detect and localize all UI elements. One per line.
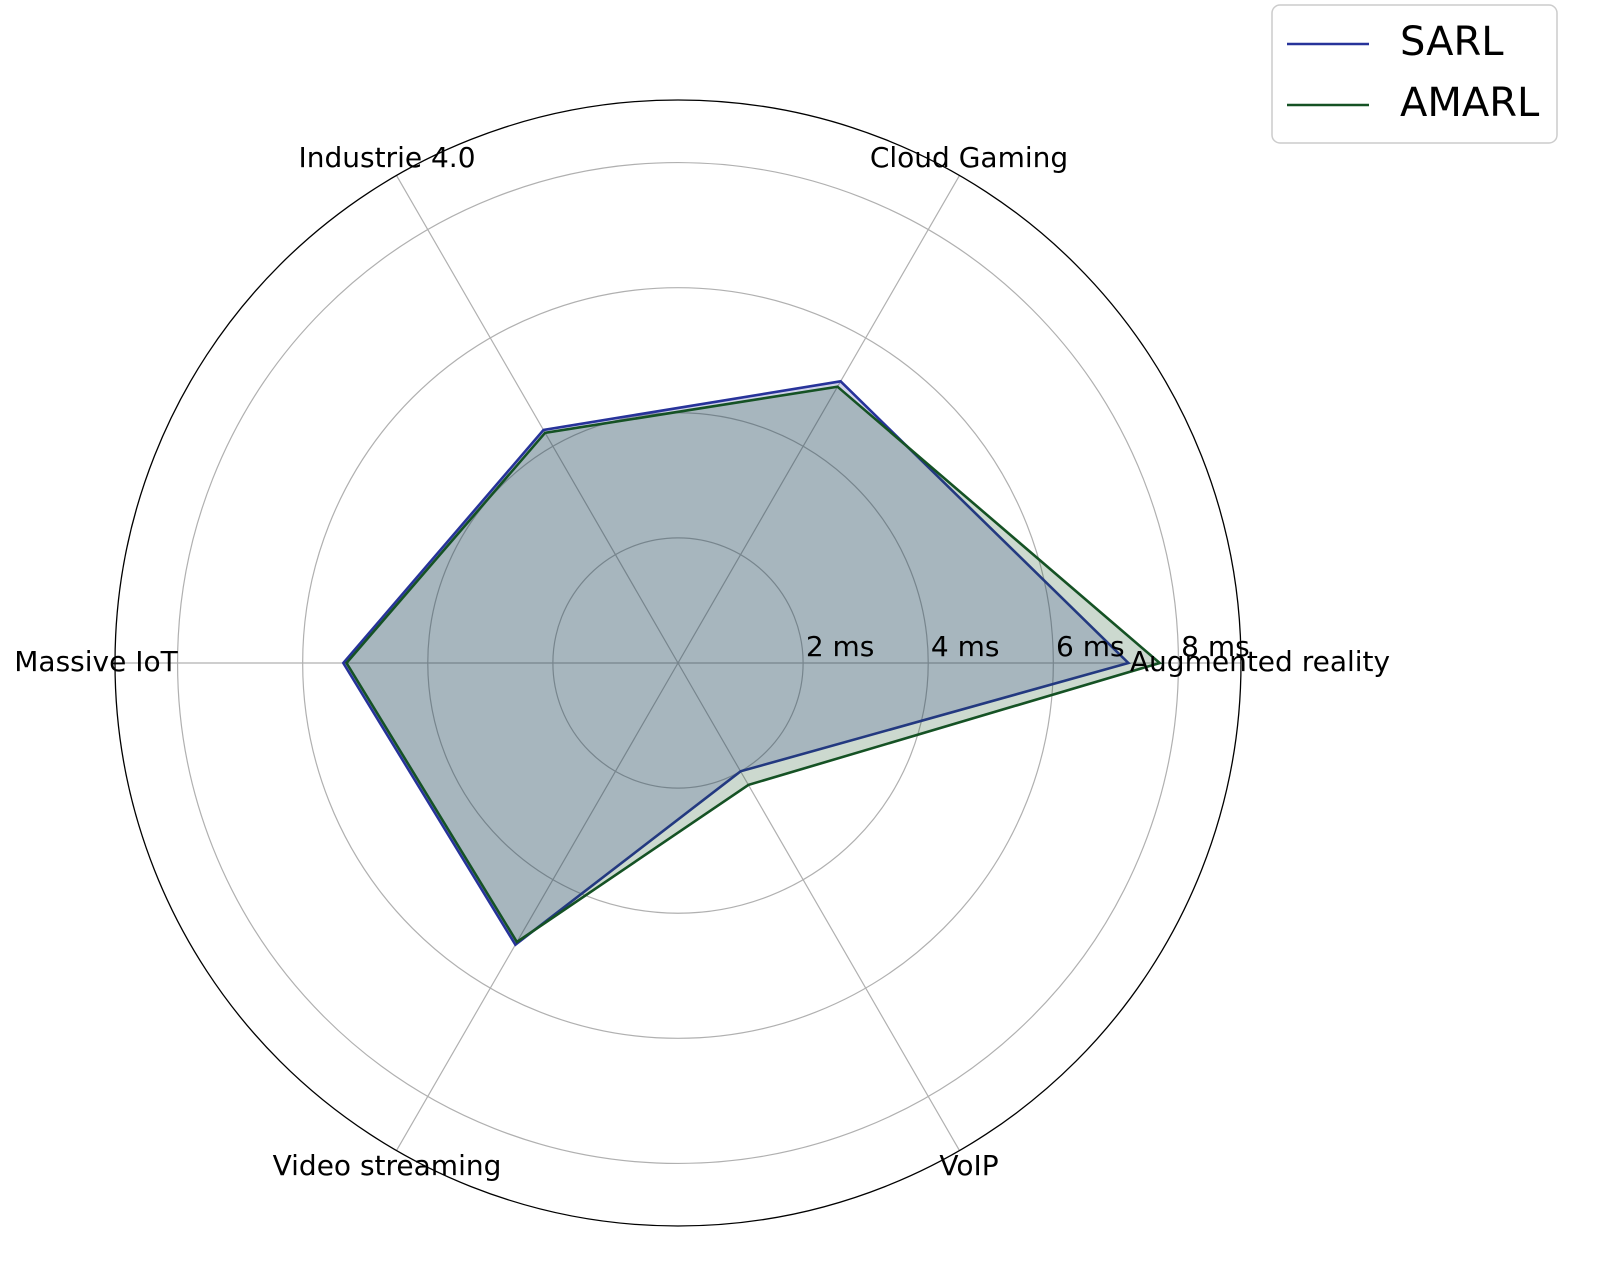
legend-box: [1271, 4, 1558, 144]
spoke: [677, 175, 961, 664]
category-label: Video streaming: [273, 1149, 502, 1182]
series-line: [341, 379, 1131, 947]
outer-circle: [114, 99, 1242, 1227]
spoke: [395, 175, 679, 664]
series-area: [346, 386, 1160, 942]
series-area: [343, 381, 1129, 945]
r-tick-label: 6 ms: [1056, 630, 1125, 663]
spoke: [677, 662, 961, 1151]
legend-label: SARL: [1400, 19, 1504, 65]
category-label: Massive IoT: [14, 645, 178, 678]
spoke: [395, 662, 679, 1151]
category-label: Cloud Gaming: [870, 141, 1068, 174]
series-line: [344, 385, 1163, 944]
category-label: Industrie 4.0: [298, 141, 475, 174]
r-tick-label: 4 ms: [931, 630, 1000, 663]
legend-label: AMARL: [1400, 80, 1540, 126]
r-tick-label: 8 ms: [1181, 630, 1250, 663]
r-tick-label: 2 ms: [806, 630, 875, 663]
category-label: Augmented reality: [1130, 645, 1390, 678]
legend: SARL AMARL: [1271, 4, 1558, 144]
category-label: VoIP: [939, 1149, 998, 1182]
